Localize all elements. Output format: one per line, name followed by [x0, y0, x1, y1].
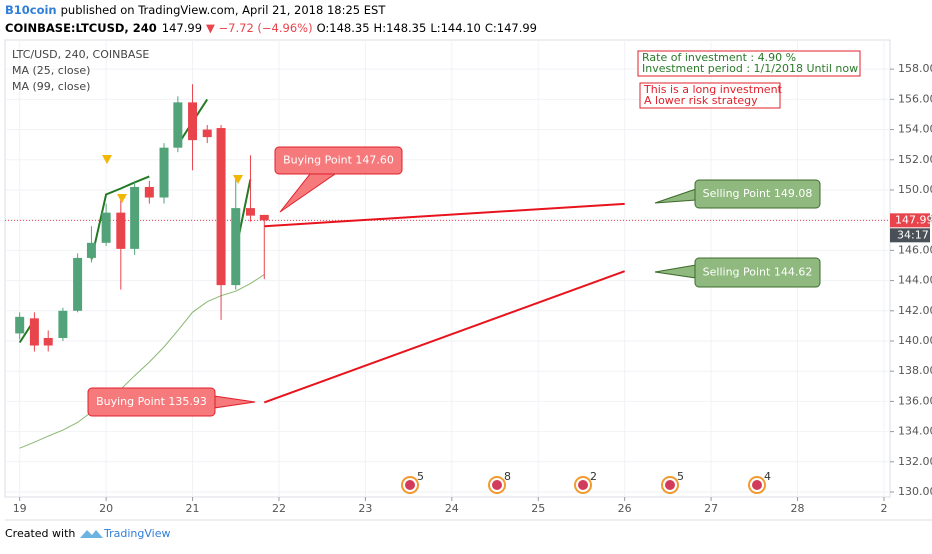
event-flag: [405, 480, 415, 490]
published: published on TradingView.com, April 21, …: [61, 3, 387, 17]
header-line: B10coin published on TradingView.com, Apr…: [5, 3, 386, 17]
author[interactable]: B10coin: [5, 3, 57, 17]
countdown-tag: [890, 228, 930, 243]
event-flag: [492, 480, 502, 490]
candle-body: [73, 257, 83, 311]
event-count: 5: [417, 470, 424, 483]
callout-box: [694, 257, 821, 288]
event-flag: [752, 480, 762, 490]
x-tick-label: 24: [445, 502, 459, 515]
y-tick-label: 152.00: [898, 153, 932, 166]
trade-line: [264, 202, 625, 228]
candle-body: [116, 212, 126, 249]
event-flag: [578, 480, 588, 490]
note-text: This is a long investment: [643, 83, 783, 96]
y-tick-label: 156.00: [898, 92, 932, 105]
candle-body: [188, 102, 198, 141]
legend-entry: MA (99, close): [12, 80, 90, 93]
x-tick-label: 26: [618, 502, 632, 515]
x-tick-label: 27: [704, 502, 718, 515]
event-count: 2: [590, 470, 597, 483]
note-box: [637, 50, 861, 77]
callout-label: Selling Point 144.62: [703, 266, 813, 279]
ohlc-open: O:148.35: [317, 21, 370, 35]
plot-frame: [4, 39, 891, 498]
y-tick-label: 144.00: [898, 274, 932, 287]
callout-box: [274, 146, 403, 175]
x-tick-label: 28: [791, 502, 805, 515]
ma-line: [18, 98, 252, 344]
y-tick-label: 134.00: [898, 425, 932, 438]
x-tick-label: 23: [358, 502, 372, 515]
y-tick-label: 154.00: [898, 123, 932, 136]
footer-created: Created with: [5, 527, 75, 540]
ohlc-close: C:147.99: [485, 21, 537, 35]
candle-body: [216, 128, 226, 286]
x-tick-label: 22: [272, 502, 286, 515]
y-tick-label: 136.00: [898, 394, 932, 407]
event-count: 8: [504, 470, 511, 483]
event-count: 4: [764, 470, 771, 483]
y-tick-label: 130.00: [898, 485, 932, 498]
ohlc-high: H:148.35: [374, 21, 427, 35]
callout-box: [694, 179, 821, 209]
candle-body: [144, 186, 154, 198]
candle-body: [245, 208, 255, 216]
y-tick-label: 146.00: [898, 243, 932, 256]
countdown-label: 34:17: [897, 228, 929, 241]
y-tick-label: 138.00: [898, 364, 932, 377]
note-text: Rate of investment : 4.90 %: [642, 51, 796, 64]
x-tick-label: 21: [186, 502, 200, 515]
event-flag: [665, 480, 675, 490]
note-box: [639, 82, 781, 109]
x-tick-label: 19: [13, 502, 27, 515]
y-tick-label: 150.00: [898, 183, 932, 196]
event-count: 5: [677, 470, 684, 483]
price: 147.99: [162, 21, 202, 35]
note-text: Investment period : 1/1/2018 Until now: [642, 62, 858, 75]
legend-entry: MA (25, close): [12, 64, 90, 77]
candle-body: [231, 208, 241, 286]
logo: [80, 530, 103, 538]
trade-line: [263, 270, 626, 404]
candle-body: [15, 316, 25, 334]
candle-body: [130, 186, 140, 249]
callout-label: Selling Point 149.08: [703, 187, 813, 200]
legend-entry: LTC/USD, 240, COINBASE: [12, 48, 149, 61]
y-tick-label: 158.00: [898, 62, 932, 75]
change: ▼ −7.72 (−4.96%): [206, 21, 313, 35]
x-tick-label: 2: [880, 502, 887, 515]
note-text: A lower risk strategy: [644, 94, 758, 107]
signal-marker: [233, 175, 243, 184]
footer-brand[interactable]: TradingView: [103, 527, 170, 540]
x-tick-label: 25: [531, 502, 545, 515]
last-price-label: 147.99: [895, 213, 932, 226]
candle-body: [43, 337, 53, 346]
callout-label: Buying Point 135.93: [96, 395, 207, 408]
ma-line: [19, 274, 265, 449]
candle-body: [58, 310, 68, 338]
y-tick-label: 132.00: [898, 455, 932, 468]
candle-body: [159, 147, 169, 198]
y-tick-label: 140.00: [898, 334, 932, 347]
last-price-tag: [890, 213, 930, 228]
symbol: COINBASE:LTCUSD, 240: [5, 21, 157, 35]
symbol-line: COINBASE:LTCUSD, 240 147.99 ▼ −7.72 (−4.96…: [5, 21, 537, 35]
ohlc-low: L:144.10: [430, 21, 481, 35]
candle-body: [259, 214, 269, 221]
candle-body: [101, 212, 111, 243]
y-tick-label: 142.00: [898, 304, 932, 317]
candle-body: [173, 102, 183, 148]
signal-marker: [102, 155, 112, 164]
callout-box: [87, 387, 216, 417]
x-tick-label: 20: [99, 502, 113, 515]
candle-body: [202, 129, 212, 138]
callout-label: Buying Point 147.60: [283, 154, 394, 167]
candle-body: [86, 242, 96, 258]
signal-marker: [117, 194, 127, 203]
candle-body: [29, 318, 39, 346]
